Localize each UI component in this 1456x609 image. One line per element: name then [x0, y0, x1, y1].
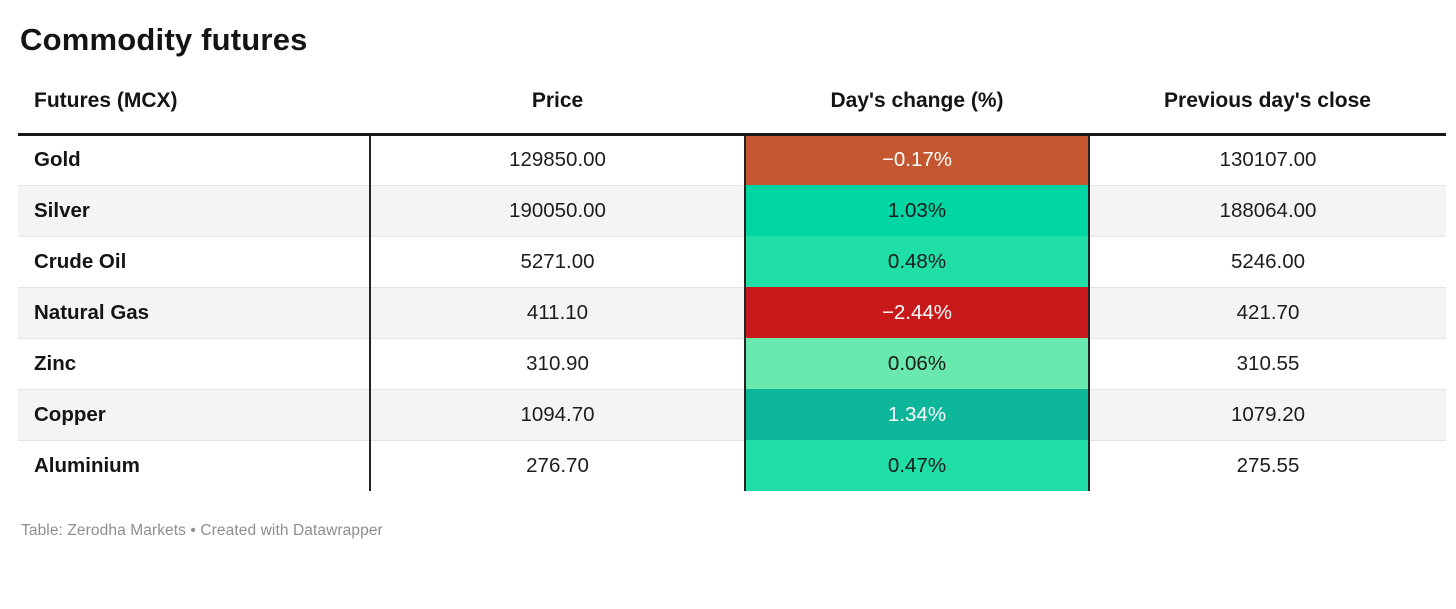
cell-days-change: 0.06% — [744, 338, 1090, 389]
cell-prev-close: 5246.00 — [1089, 235, 1446, 287]
cell-futures-name: Aluminium — [18, 439, 370, 491]
cell-futures-name: Gold — [34, 148, 81, 171]
cell-days-change: −2.44% — [744, 287, 1090, 338]
cell-price: 411.10 — [369, 286, 745, 338]
table-body: Gold 129850.00 −0.17% 130107.00 Silver 1… — [18, 134, 1446, 491]
cell-days-change: 0.47% — [744, 440, 1090, 491]
cell-price: 190050.00 — [369, 184, 745, 236]
table-row-copper: Copper 1094.70 1.34% 1079.20 — [18, 388, 1446, 440]
cell-prev-close: 130107.00 — [1219, 148, 1317, 171]
cell-futures-name: Silver — [18, 184, 370, 236]
futures-table: Futures (MCX) Price Day's change (%) Pre… — [18, 78, 1446, 491]
cell-prev-close: 1079.20 — [1089, 388, 1446, 440]
cell-prev-close: 310.55 — [1089, 337, 1446, 389]
column-header-change: Day's change (%) — [745, 78, 1089, 136]
table-header: Futures (MCX) Price Day's change (%) Pre… — [18, 78, 1446, 136]
cell-days-change: −0.17% — [744, 134, 1090, 185]
table-row-natural-gas: Natural Gas 411.10 −2.44% 421.70 — [18, 286, 1446, 338]
chart-title: Commodity futures — [20, 22, 308, 57]
table-container: Futures (MCX) Price Day's change (%) Pre… — [18, 78, 1446, 491]
cell-price: 129850.00 — [369, 134, 745, 185]
cell-price: 276.70 — [369, 439, 745, 491]
table-row-gold: Gold 129850.00 −0.17% 130107.00 — [18, 134, 1446, 185]
column-header-prev-close: Previous day's close — [1089, 78, 1446, 136]
cell-days-change: 1.34% — [744, 389, 1090, 440]
table-row-zinc: Zinc 310.90 0.06% 310.55 — [18, 337, 1446, 389]
cell-days-change: 0.48% — [744, 236, 1090, 287]
table-row-silver: Silver 190050.00 1.03% 188064.00 — [18, 184, 1446, 236]
cell-price: 310.90 — [369, 337, 745, 389]
cell-price: 1094.70 — [369, 388, 745, 440]
column-header-price: Price — [370, 78, 745, 136]
cell-days-change: 1.03% — [744, 185, 1090, 236]
cell-prev-close: 188064.00 — [1089, 184, 1446, 236]
header-row: Futures (MCX) Price Day's change (%) Pre… — [18, 78, 1446, 136]
cell-futures-name: Zinc — [18, 337, 370, 389]
cell-futures-name: Natural Gas — [18, 286, 370, 338]
cell-futures-name: Crude Oil — [18, 235, 370, 287]
table-row-crude-oil: Crude Oil 5271.00 0.48% 5246.00 — [18, 235, 1446, 287]
datawrapper-table-chart: Commodity futures Futures (MCX) Price Da… — [18, 22, 1446, 539]
cell-prev-close: 421.70 — [1089, 286, 1446, 338]
cell-price: 5271.00 — [369, 235, 745, 287]
column-header-futures: Futures (MCX) — [18, 78, 370, 136]
table-row-aluminium: Aluminium 276.70 0.47% 275.55 — [18, 439, 1446, 491]
source-credit: Table: Zerodha Markets • Created with Da… — [21, 522, 383, 539]
cell-prev-close: 275.55 — [1089, 439, 1446, 491]
cell-futures-name: Copper — [18, 388, 370, 440]
